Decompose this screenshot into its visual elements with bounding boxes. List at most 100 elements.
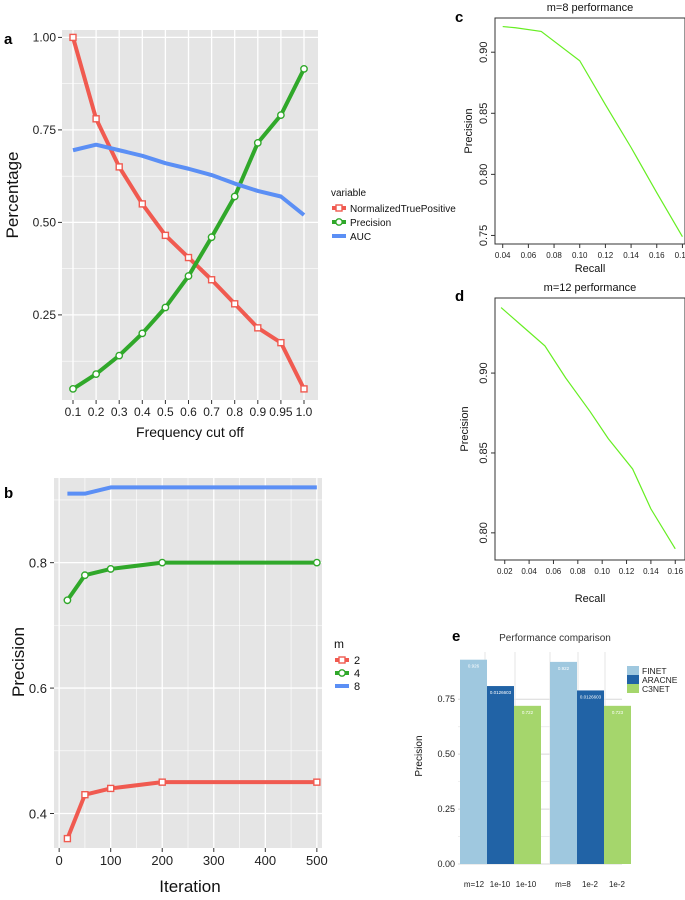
a-point-normalizedtruepositive [254, 324, 262, 332]
a-tick-label-x: 0.8 [226, 405, 243, 419]
e-chart-title: Performance comparison [499, 633, 611, 644]
c-tick-label-x: 0.04 [495, 251, 511, 260]
b-x-axis-label: Iteration [159, 877, 220, 896]
b-tick-label-x: 200 [151, 853, 173, 868]
a-y-axis-label: Percentage [3, 152, 22, 239]
e-group-label: m=12 [464, 880, 485, 889]
e-tick-label-y: 0.50 [437, 749, 455, 759]
chart-d: m=12 performance 0.02 0.04 0.06 0.08 0.10 0.12… [459, 282, 685, 605]
d-plot-frame [494, 297, 685, 561]
d-y-axis-label: Precision [459, 406, 471, 451]
c-tick-label-y: 0.85 [478, 103, 490, 124]
c-tick-label-x: 0.10 [572, 251, 588, 260]
a-x-axis-label: Frequency cut off [136, 424, 244, 440]
b-y-axis-label: Precision [9, 627, 28, 697]
a-tick-label-y: 0.25 [33, 308, 57, 322]
e-group-label: m=8 [555, 880, 571, 889]
chart-a: 0.25 0.50 0.75 1.00 0.1 0.2 0.3 0.4 0.5 0.6 0.7 0.8… [3, 30, 456, 440]
a-point-precision [161, 303, 170, 312]
panel-label-d: d [455, 288, 464, 305]
c-y-axis-label: Precision [463, 108, 475, 153]
b-tick-label-x: 300 [203, 853, 225, 868]
b-point-m2 [81, 790, 89, 799]
a-legend-marker-precision [335, 218, 343, 226]
e-bar-c3net [604, 705, 631, 864]
e-bar-data-label: 0.723 [612, 710, 624, 715]
a-tick-label-x: 0.95 [269, 405, 293, 419]
a-point-normalizedtruepositive [300, 385, 308, 393]
b-legend-label-m8: 8 [354, 681, 360, 693]
a-legend-title: variable [331, 188, 366, 199]
a-tick-label-x: 0.4 [134, 405, 151, 419]
b-point-m4 [312, 558, 321, 567]
a-point-precision [300, 64, 308, 73]
e-bar-c3net [514, 705, 541, 864]
d-series-line [500, 307, 676, 550]
a-tick-label-x: 0.6 [180, 405, 197, 419]
d-tick-label-y: 0.85 [478, 442, 490, 463]
a-point-normalizedtruepositive [69, 33, 77, 42]
d-tick-label-x: 0.10 [594, 567, 610, 576]
e-legend-swatch-aracne [627, 675, 639, 684]
a-series-line-auc [72, 142, 306, 217]
chart-e: Performance comparison 0.00 0.25 0.50 0.75 0.… [414, 633, 678, 889]
d-tick-label-x: 0.02 [497, 567, 513, 576]
c-tick-label-x: 0.06 [521, 251, 537, 260]
e-y-axis-label: Precision [414, 735, 425, 776]
d-tick-label-x: 0.06 [546, 567, 562, 576]
b-legend-marker-m4 [338, 669, 346, 677]
panel-label-a: a [4, 31, 13, 48]
a-tick-label-x: 0.3 [111, 405, 128, 419]
a-point-normalizedtruepositive [115, 163, 123, 171]
chart-b: 0.4 0.6 0.8 0 100 200 300 400 500 Iteration Precis… [9, 478, 360, 896]
b-tick-label-y: 0.6 [29, 681, 47, 696]
a-point-precision [253, 138, 262, 147]
a-point-precision [276, 111, 285, 120]
b-point-m4 [63, 596, 72, 605]
chart-c: m=8 performance 0.04 0.06 0.08 0.10 0.12 0.14 0… [463, 2, 685, 275]
a-tick-label-x: 0.2 [88, 405, 105, 419]
a-point-normalizedtruepositive [138, 200, 147, 208]
b-point-m4 [106, 565, 115, 573]
a-point-normalizedtruepositive [184, 253, 193, 262]
e-group-label: 1e-2 [582, 880, 599, 889]
b-tick-label-y: 0.8 [29, 556, 47, 571]
a-point-precision [207, 233, 216, 242]
e-bar-data-label: 0.722 [522, 710, 534, 715]
c-tick-label-x: 0.16 [649, 251, 665, 260]
d-tick-label-x: 0.08 [570, 567, 586, 576]
e-bar-data-label: 0.926 [468, 664, 480, 669]
a-tick-label-y: 1.00 [33, 30, 57, 44]
a-point-precision [69, 384, 77, 393]
c-x-axis-label: Recall [575, 263, 606, 275]
a-point-precision [138, 329, 147, 338]
c-plot-frame [494, 17, 685, 245]
a-point-normalizedtruepositive [161, 231, 170, 240]
b-point-m4 [81, 571, 89, 580]
e-legend-swatch-finet [627, 666, 639, 675]
e-legend-label-c3net: C3NET [642, 684, 670, 694]
e-bar-finet [460, 659, 487, 864]
b-point-m2 [313, 778, 321, 786]
a-tick-label-x: 1.0 [296, 405, 313, 419]
a-legend-label-auc: AUC [350, 232, 371, 243]
b-series-line-m8 [67, 485, 317, 496]
b-tick-label-x: 500 [306, 853, 328, 868]
e-bar-data-label: 0.0126603 [580, 694, 602, 699]
c-tick-label-y: 0.90 [478, 41, 490, 62]
panel-label-e: e [452, 628, 460, 645]
a-point-precision [230, 192, 239, 201]
e-tick-label-y: 0.25 [437, 804, 455, 814]
d-tick-label-x: 0.12 [619, 567, 635, 576]
b-legend-label-m2: 2 [354, 655, 360, 667]
panel-label-b: b [4, 485, 13, 502]
d-tick-label-x: 0.16 [667, 567, 683, 576]
e-legend-label-aracne: ARACNE [642, 675, 678, 685]
d-tick-label-y: 0.90 [478, 362, 490, 383]
a-tick-label-x: 0.9 [249, 405, 266, 419]
a-tick-label-x: 0.5 [157, 405, 174, 419]
a-tick-label-y: 0.75 [33, 123, 57, 137]
c-tick-label-y: 0.80 [478, 164, 490, 185]
c-tick-label-x: 0.14 [623, 251, 639, 260]
